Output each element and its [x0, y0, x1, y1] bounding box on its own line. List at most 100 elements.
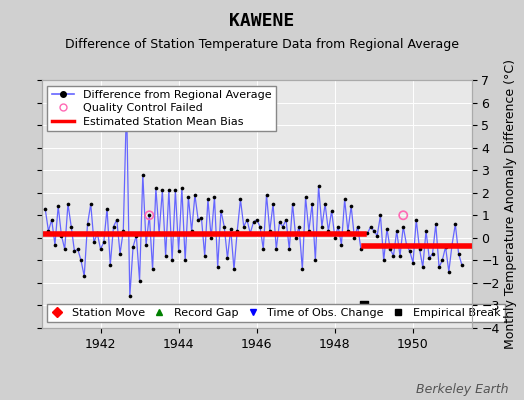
Point — [191, 192, 199, 198]
Point — [416, 246, 424, 252]
Point — [337, 241, 346, 248]
Point — [57, 232, 66, 239]
Point — [331, 235, 339, 241]
Point — [113, 216, 121, 223]
Point — [318, 223, 326, 230]
Point — [438, 257, 446, 264]
Point — [451, 221, 460, 228]
Point — [188, 228, 196, 234]
Point — [67, 223, 75, 230]
Point — [445, 268, 453, 275]
Point — [304, 228, 313, 234]
Point — [77, 257, 85, 264]
Point — [366, 223, 375, 230]
Point — [396, 253, 404, 259]
Point — [148, 266, 157, 272]
Point — [249, 219, 258, 225]
Point — [334, 223, 342, 230]
Point — [295, 223, 303, 230]
Point — [129, 244, 137, 250]
Point — [324, 228, 333, 234]
Point — [311, 257, 320, 264]
Point — [54, 203, 62, 210]
Point — [145, 212, 154, 218]
Point — [425, 255, 433, 261]
Point — [83, 221, 92, 228]
Point — [454, 250, 463, 257]
Point — [243, 216, 251, 223]
Point — [399, 212, 408, 218]
Point — [119, 228, 127, 234]
Point — [272, 246, 280, 252]
Point — [174, 248, 183, 254]
Y-axis label: Monthly Temperature Anomaly Difference (°C): Monthly Temperature Anomaly Difference (… — [504, 59, 517, 349]
Point — [246, 230, 255, 236]
Point — [142, 241, 150, 248]
Point — [171, 187, 180, 194]
Point — [373, 232, 381, 239]
Point — [70, 248, 79, 254]
Point — [100, 239, 108, 246]
Point — [41, 205, 49, 212]
Point — [51, 241, 59, 248]
Point — [86, 201, 95, 207]
Point — [80, 273, 89, 279]
Point — [139, 172, 147, 178]
Point — [301, 194, 310, 200]
Point — [308, 201, 316, 207]
Point — [370, 228, 378, 234]
Point — [363, 230, 372, 236]
Point — [288, 201, 297, 207]
Point — [161, 253, 170, 259]
Point — [314, 183, 323, 189]
Point — [103, 205, 111, 212]
Point — [256, 223, 264, 230]
Point — [285, 246, 293, 252]
Point — [116, 250, 124, 257]
Point — [328, 208, 336, 214]
Point — [292, 235, 300, 241]
Point — [64, 201, 72, 207]
Point — [93, 230, 102, 236]
Point — [263, 192, 271, 198]
Point — [239, 223, 248, 230]
Point — [226, 226, 235, 232]
Point — [279, 223, 287, 230]
Point — [298, 266, 307, 272]
Point — [432, 221, 440, 228]
Point — [448, 241, 456, 248]
Point — [197, 214, 205, 221]
Point — [151, 185, 160, 192]
Point — [441, 244, 450, 250]
Point — [60, 246, 69, 252]
Point — [428, 250, 436, 257]
Point — [457, 262, 466, 268]
Point — [110, 223, 118, 230]
Point — [386, 246, 395, 252]
Point — [402, 241, 411, 248]
Point — [210, 194, 219, 200]
Point — [155, 230, 163, 236]
Point — [184, 194, 193, 200]
Point — [282, 216, 290, 223]
Point — [236, 196, 245, 203]
Point — [422, 228, 430, 234]
Point — [383, 226, 391, 232]
Point — [223, 255, 232, 261]
Text: Berkeley Earth: Berkeley Earth — [416, 383, 508, 396]
Legend: Station Move, Record Gap, Time of Obs. Change, Empirical Break: Station Move, Record Gap, Time of Obs. C… — [48, 304, 505, 322]
Point — [269, 201, 277, 207]
Point — [259, 246, 267, 252]
Point — [207, 235, 215, 241]
Point — [73, 246, 82, 252]
Point — [379, 257, 388, 264]
Text: KAWENE: KAWENE — [230, 12, 294, 30]
Point — [409, 260, 417, 266]
Text: Difference of Station Temperature Data from Regional Average: Difference of Station Temperature Data f… — [65, 38, 459, 51]
Point — [347, 203, 355, 210]
Point — [406, 248, 414, 254]
Point — [145, 212, 154, 218]
Point — [168, 257, 176, 264]
Point — [194, 216, 202, 223]
Point — [354, 223, 362, 230]
